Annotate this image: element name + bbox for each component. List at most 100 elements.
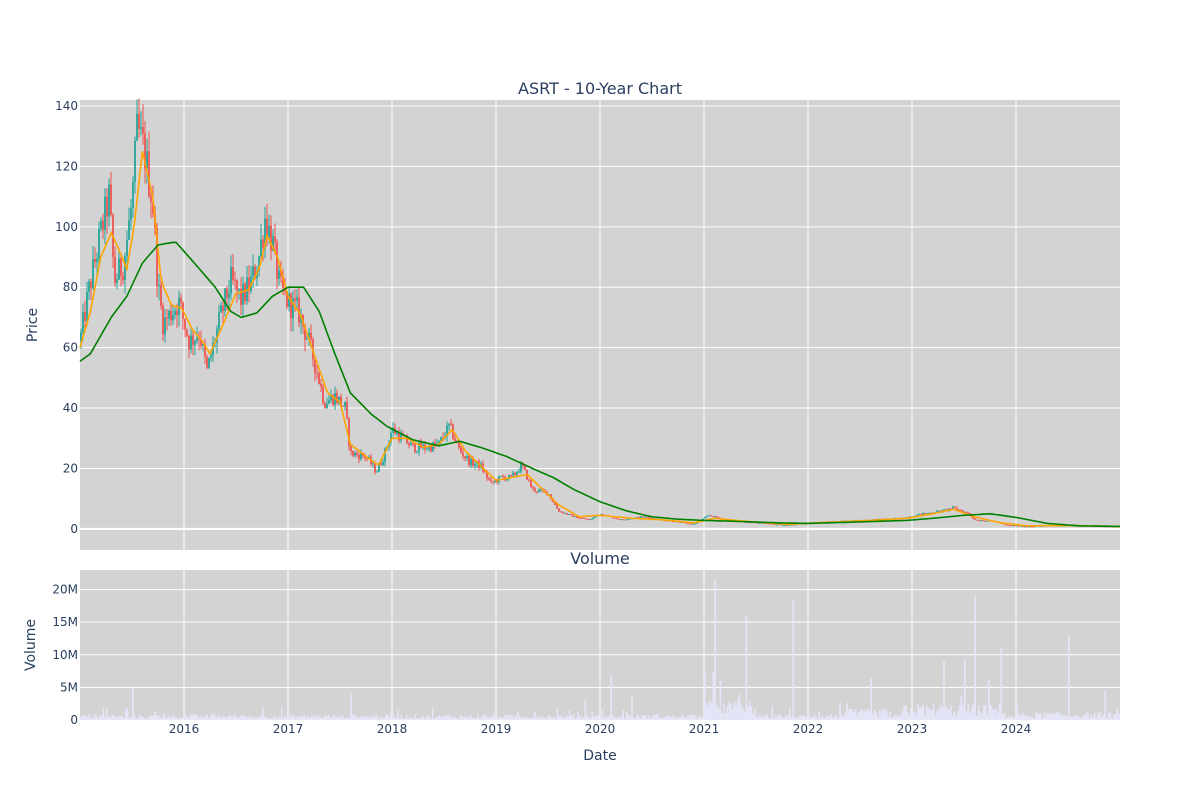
candle-up [354, 452, 356, 456]
volume-bar [665, 716, 668, 720]
volume-bar [405, 715, 408, 720]
volume-bar [747, 705, 749, 720]
candle-down [686, 522, 688, 524]
volume-bar [839, 702, 841, 720]
volume-bar [863, 709, 866, 720]
volume-bar [866, 709, 869, 720]
volume-bar [355, 716, 358, 720]
candle-down [270, 225, 272, 251]
volume-bar [932, 704, 935, 720]
volume-bar [107, 715, 110, 720]
volume-bar [943, 661, 945, 720]
volume-bar [920, 706, 923, 720]
volume-bar [291, 716, 294, 720]
volume-bar [738, 694, 741, 720]
volume-bar [1062, 716, 1065, 720]
candle-up [330, 394, 332, 400]
volume-bar [314, 715, 316, 720]
volume-bar [262, 706, 264, 720]
volume-bar [697, 718, 699, 720]
volume-bar [745, 615, 748, 720]
candle-down [492, 481, 494, 483]
volume-bar [430, 718, 432, 720]
volume-bar [783, 716, 786, 720]
volume-bar [548, 715, 550, 720]
volume-bar [870, 677, 872, 720]
volume-bar [1026, 715, 1028, 720]
candle-down [710, 515, 712, 517]
volume-bar [263, 716, 266, 720]
volume-bar [801, 715, 803, 720]
volume-bar [1045, 715, 1048, 720]
volume-bar [652, 715, 654, 720]
candle-down [958, 509, 960, 511]
volume-bar [199, 717, 202, 720]
volume-bar [572, 714, 574, 720]
volume-bar [116, 717, 118, 720]
volume-bar [86, 716, 89, 720]
volume-bar [282, 717, 285, 720]
volume-bar [535, 716, 538, 720]
candle-up [224, 288, 226, 311]
candle-up [640, 516, 642, 518]
candle-up [706, 516, 708, 518]
volume-bar [378, 718, 380, 720]
candle-up [378, 463, 380, 472]
volume-bar [288, 716, 290, 720]
volume-bar [137, 717, 139, 720]
volume-bar [265, 717, 268, 720]
volume-bar [480, 717, 482, 720]
volume-bar [754, 708, 756, 720]
volume-bar [182, 718, 184, 720]
volume-bar [383, 718, 385, 720]
candle-up [506, 478, 508, 481]
volume-bar [419, 718, 422, 720]
price-y-tick-label: 140 [55, 99, 78, 113]
volume-bar [333, 714, 335, 720]
candle-down [84, 312, 86, 322]
volume-bar [93, 713, 96, 720]
volume-bar [927, 707, 930, 720]
candle-down [1014, 525, 1016, 527]
volume-bar [372, 716, 375, 720]
date-x-tick-label: 2020 [585, 722, 616, 736]
volume-bar [433, 718, 436, 720]
volume-bar [338, 714, 340, 720]
volume-bar-series [80, 579, 1120, 720]
volume-bar [142, 716, 144, 720]
volume-bar [814, 716, 817, 720]
candle-down [406, 435, 408, 444]
candle-down [110, 184, 112, 215]
candle-up [448, 423, 450, 426]
volume-bar [151, 715, 153, 720]
volume-bar [912, 711, 914, 720]
candle-up [344, 402, 346, 407]
volume-bar [639, 718, 642, 720]
volume-bar [1092, 717, 1094, 720]
volume-bar [981, 713, 983, 720]
volume-bar [1057, 710, 1060, 720]
volume-bar [145, 717, 148, 720]
volume-bar [327, 715, 330, 720]
volume-bar [672, 714, 675, 720]
volume-bar [1022, 712, 1025, 720]
volume-bar [534, 711, 536, 720]
volume-bar [310, 716, 313, 720]
volume-bar [223, 716, 226, 720]
volume-bar [823, 718, 826, 720]
candle-down [560, 511, 562, 513]
volume-bar [522, 717, 524, 720]
candle-down [314, 359, 316, 373]
volume-bar [440, 716, 443, 720]
candle-down [586, 518, 588, 520]
volume-bar [437, 716, 439, 720]
volume-bar [83, 714, 86, 720]
candle-down [398, 432, 400, 441]
volume-bar [112, 714, 115, 720]
volume-bar [216, 715, 219, 720]
volume-bar [879, 709, 881, 720]
volume-bar [861, 710, 864, 720]
candle-down [94, 259, 96, 262]
volume-bar [882, 709, 885, 720]
volume-bar [147, 718, 150, 720]
